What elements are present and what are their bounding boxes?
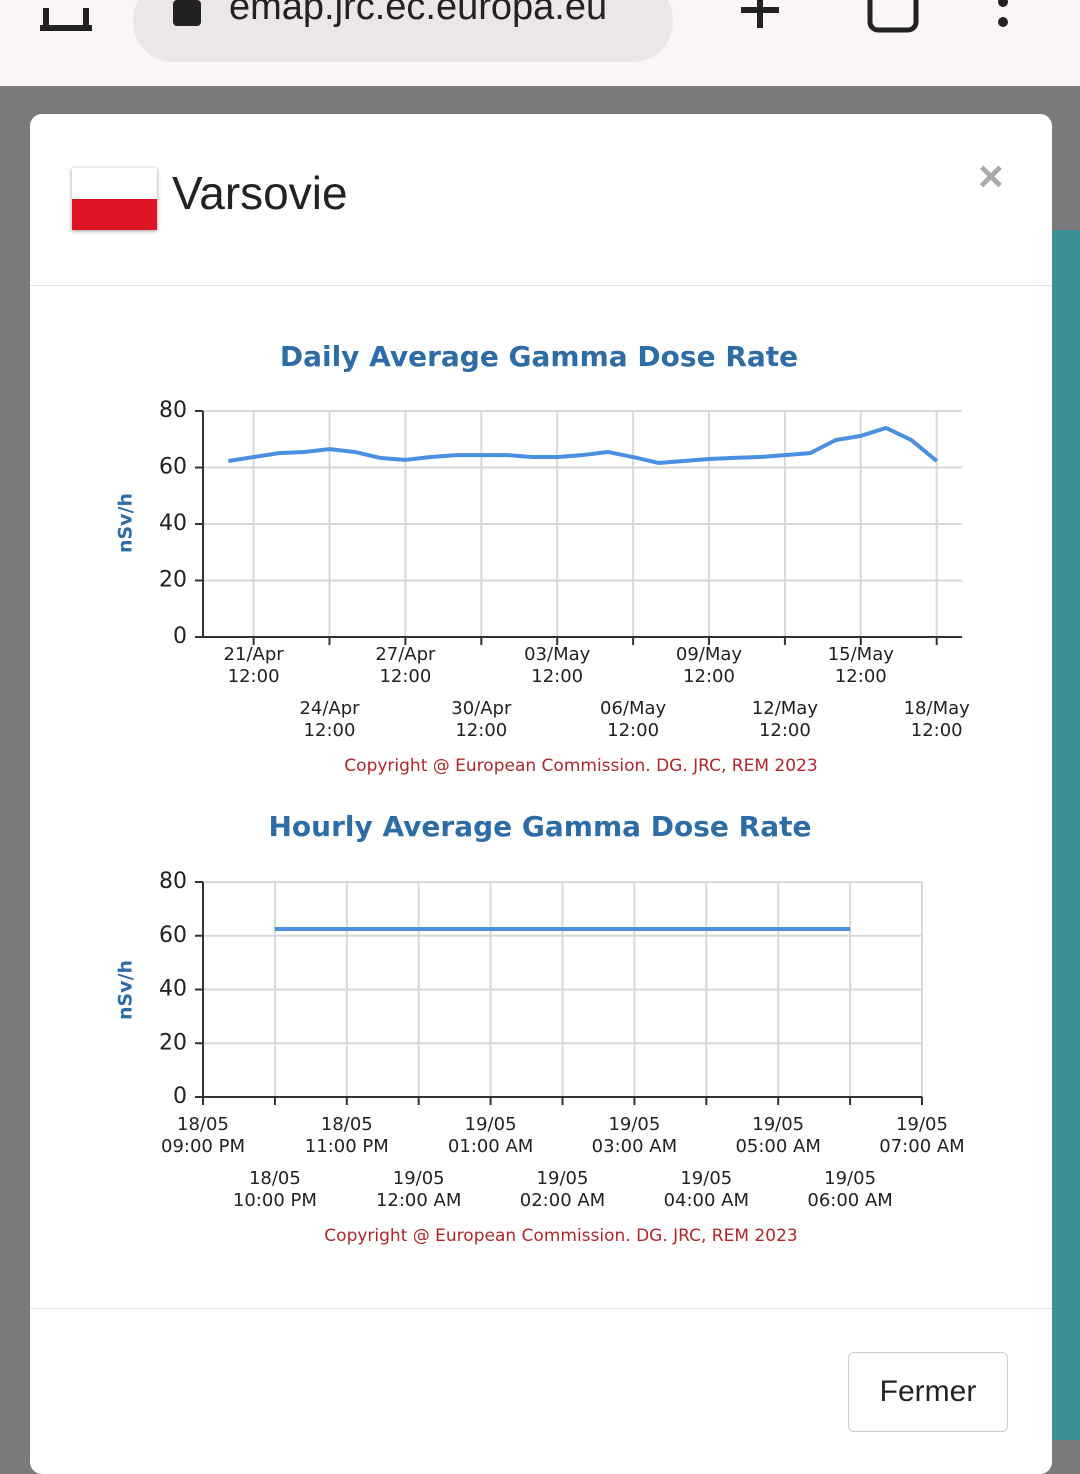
y-tick-label: 60 — [159, 455, 187, 480]
x-tick-label: 21/Apr 12:00 — [223, 644, 284, 687]
data-line — [227, 425, 938, 465]
x-tick-label: 19/05 05:00 AM — [735, 1114, 821, 1157]
y-axis-label: nSv/h — [115, 960, 137, 1020]
x-tick-label: 27/Apr 12:00 — [375, 644, 436, 687]
modal — [30, 114, 1052, 1474]
modal-title: Varsovie — [172, 167, 348, 219]
y-tick-label: 60 — [159, 923, 187, 948]
lock-icon — [173, 0, 201, 26]
y-tick-label: 40 — [159, 511, 187, 536]
y-tick-label: 0 — [173, 1084, 187, 1109]
browser-bar: emap.jrc.ec.europa.eu — [0, 0, 1080, 86]
browser-icons — [40, 0, 1008, 33]
x-tick-label: 06/May 12:00 — [600, 698, 667, 741]
y-tick-label: 80 — [159, 869, 187, 894]
y-tick-label: 0 — [173, 624, 187, 649]
close-modal-button[interactable]: Fermer — [848, 1352, 1008, 1432]
tabs-icon[interactable] — [867, 0, 919, 33]
menu-icon-dot — [998, 0, 1008, 7]
y-axis-label: nSv/h — [115, 493, 137, 553]
x-tick-label: 18/05 09:00 PM — [161, 1114, 245, 1157]
flag — [72, 168, 157, 230]
new-tab-icon[interactable] — [741, 0, 779, 28]
close-button[interactable]: × — [978, 152, 1004, 201]
x-tick-label: 03/May 12:00 — [524, 644, 591, 687]
y-tick-label: 40 — [159, 977, 187, 1002]
x-tick-label: 19/05 06:00 AM — [807, 1168, 893, 1211]
x-tick-label: 12/May 12:00 — [751, 698, 818, 741]
url-bar[interactable]: emap.jrc.ec.europa.eu — [133, 0, 673, 62]
x-tick-label: 09/May 12:00 — [675, 644, 743, 687]
chart-title: Hourly Average Gamma Dose Rate — [269, 810, 812, 843]
x-tick-label: 19/05 01:00 AM — [447, 1114, 534, 1157]
y-tick-label: 20 — [159, 568, 187, 593]
x-tick-label: 18/May 12:00 — [903, 698, 970, 741]
x-tick-label: 18/05 10:00 PM — [232, 1168, 317, 1211]
divider — [30, 285, 1052, 286]
y-tick-label: 80 — [159, 398, 187, 423]
map-background — [1052, 230, 1080, 1440]
x-tick-label: 30/Apr 12:00 — [451, 698, 512, 741]
chart-title: Daily Average Gamma Dose Rate — [280, 340, 798, 373]
x-tick-label: 19/05 03:00 AM — [591, 1114, 678, 1157]
x-tick-label: 24/Apr 12:00 — [299, 698, 360, 741]
x-tick-label: 15/May 12:00 — [827, 644, 894, 687]
x-tick-label: 19/05 02:00 AM — [519, 1168, 606, 1211]
x-tick-label: 19/05 07:00 AM — [879, 1114, 965, 1157]
x-tick-label: 18/05 11:00 PM — [304, 1114, 389, 1157]
charts: Daily Average Gamma Dose Rate nSv/h 0 20 40 6… — [115, 340, 962, 1246]
divider — [30, 1308, 1052, 1309]
url-text: emap.jrc.ec.europa.eu — [229, 0, 608, 28]
copyright: Copyright @ European Commission. DG. JRC… — [324, 1226, 797, 1246]
y-tick-label: 20 — [159, 1030, 187, 1055]
menu-icon[interactable] — [998, 17, 1008, 27]
x-tick-label: 19/05 12:00 AM — [375, 1168, 462, 1211]
x-tick-label: 19/05 04:00 AM — [663, 1168, 750, 1211]
copyright: Copyright @ European Commission. DG. JRC… — [344, 756, 817, 776]
home-icon[interactable] — [40, 8, 92, 31]
